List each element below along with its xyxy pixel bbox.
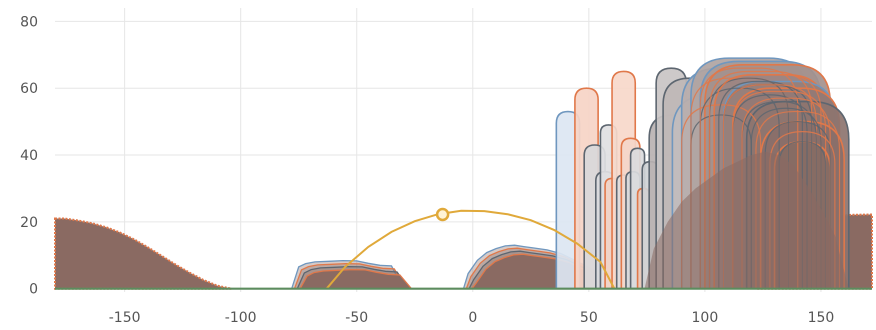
y-tick-label-3: 60 (20, 81, 38, 97)
arch-ring-5-2 (732, 94, 808, 290)
arch-ring-9-1 (769, 131, 836, 290)
highlight-series (55, 207, 872, 290)
arch-ring-8-2 (764, 120, 831, 290)
x-tick-label-0: -150 (109, 310, 141, 326)
arch-ring-7-1 (741, 97, 831, 290)
arch-ring-0-1 (681, 104, 762, 290)
x-tick-label-5: 100 (692, 310, 719, 326)
highlight-line (325, 209, 616, 290)
mound-0-layer-3 (298, 268, 413, 290)
y-tick-label-2: 40 (20, 148, 38, 164)
axes: -150 -100 -50 0 50 100 150 0 20 40 60 80 (20, 14, 834, 326)
arch-ring-7-2 (750, 107, 822, 290)
highlight-marker (435, 207, 450, 222)
y-tick-label-4: 80 (20, 14, 38, 30)
arch-ring-2-2 (708, 77, 790, 290)
arch-base-fill (644, 151, 849, 289)
side-area-0 (54, 217, 232, 290)
y-tick-label-1: 20 (20, 215, 38, 231)
arch-ring-6-2 (741, 100, 817, 290)
arch-ring-8-1 (755, 110, 841, 290)
arch-series (555, 57, 850, 290)
arch-ring-4-1 (713, 74, 822, 290)
grid (55, 8, 872, 292)
x-tick-label-4: 50 (580, 310, 598, 326)
y-tick-label-0: 0 (29, 282, 38, 298)
x-tick-label-6: 150 (808, 310, 835, 326)
x-tick-label-2: -50 (345, 310, 368, 326)
arch-rings (681, 67, 841, 290)
x-tick-label-1: -100 (225, 310, 257, 326)
x-tick-label-3: 0 (468, 310, 477, 326)
arch-ring-9-2 (778, 141, 827, 290)
arch-ring-6-1 (732, 90, 827, 290)
